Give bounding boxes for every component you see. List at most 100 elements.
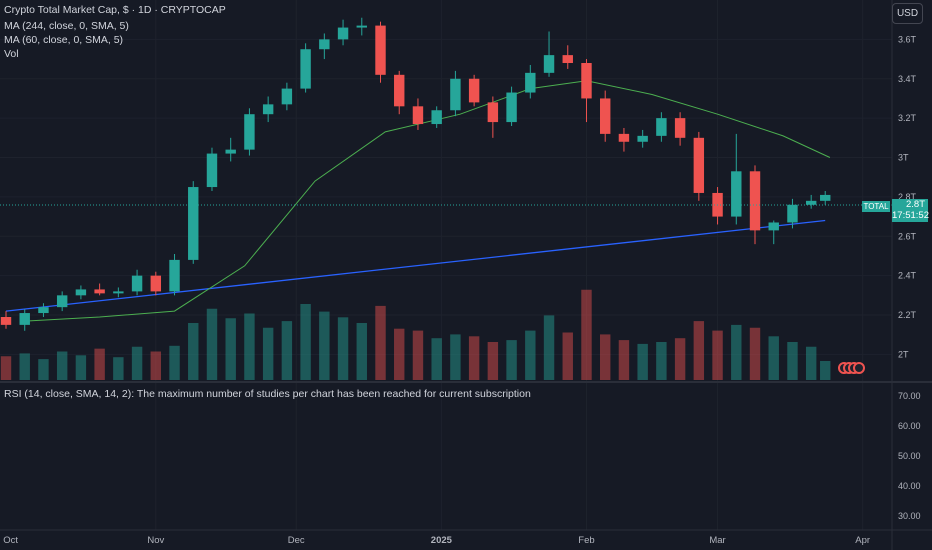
volume-bar	[394, 328, 405, 380]
bar-countdown: 17:51:52	[892, 210, 929, 221]
volume-bars	[0, 289, 831, 380]
candle-body	[319, 39, 330, 50]
candle-body	[300, 49, 311, 89]
volume-bar	[637, 343, 648, 380]
candle-body	[525, 72, 536, 93]
time-tick-label: Dec	[288, 535, 305, 546]
volume-bar	[375, 305, 386, 380]
rsi-message: RSI (14, close, SMA, 14, 2): The maximum…	[4, 388, 531, 400]
candle-body	[356, 25, 367, 28]
volume-bar	[487, 342, 499, 380]
time-axis[interactable]: Oct Nov Dec 2025 Feb Mar Apr	[3, 535, 870, 546]
candle-body	[19, 313, 30, 325]
volume-bar	[319, 311, 330, 380]
volume-bar	[0, 356, 12, 380]
candle-body	[506, 92, 517, 123]
time-tick-label: Mar	[709, 535, 725, 546]
price-tick-label: 3.6T	[898, 34, 917, 44]
candle-body	[431, 110, 442, 125]
candle-body	[38, 307, 49, 314]
symbol-tag: TOTAL	[862, 201, 890, 212]
time-tick-label: Nov	[147, 535, 164, 546]
candle-body	[113, 291, 124, 294]
volume-bar	[225, 318, 236, 380]
candle-body	[94, 289, 105, 294]
last-price-value: 2.8T	[905, 199, 925, 210]
volume-bar	[468, 336, 480, 380]
time-tick-label: Oct	[3, 535, 18, 546]
candle-body	[656, 118, 667, 136]
volume-bar	[431, 338, 442, 380]
rsi-tick-label: 40.00	[898, 481, 921, 491]
volume-bar	[525, 330, 536, 380]
currency-button[interactable]: USD	[892, 3, 923, 24]
candle-body	[618, 133, 630, 142]
volume-bar	[656, 342, 667, 380]
price-tick-label: 2.2T	[898, 310, 917, 320]
volume-bar	[337, 317, 349, 380]
time-tick-label: Feb	[578, 535, 594, 546]
candle-body	[262, 104, 274, 115]
study-vol-legend[interactable]: Vol	[4, 48, 19, 60]
candle-body	[150, 275, 162, 292]
volume-bar	[412, 330, 424, 380]
volume-bar	[262, 327, 274, 380]
volume-bar	[618, 340, 630, 380]
volume-bar	[820, 361, 831, 380]
candle-body	[244, 114, 255, 150]
time-tick-label: 2025	[431, 535, 453, 546]
volume-bar	[693, 321, 705, 380]
price-axis[interactable]: 3.6T 3.4T 3.2T 3T 2.8T 2.6T 2.4T 2.2T 2T	[898, 34, 917, 359]
volume-bar	[38, 359, 49, 380]
volume-bar	[562, 332, 573, 380]
candlestick-series	[0, 17, 831, 331]
candle-body	[131, 275, 143, 292]
event-marker-icon[interactable]	[853, 362, 865, 374]
volume-bar	[543, 315, 555, 380]
candle-body	[820, 194, 831, 201]
candle-body	[412, 106, 424, 125]
volume-bar	[206, 308, 218, 380]
volume-bar	[506, 340, 517, 380]
rsi-axis[interactable]: 70.00 60.00 50.00 40.00 30.00	[898, 391, 921, 521]
price-tick-label: 2T	[898, 349, 909, 359]
volume-bar	[731, 324, 742, 380]
rsi-tick-label: 30.00	[898, 511, 921, 521]
study-ma60-legend[interactable]: MA (60, close, 0, SMA, 5)	[4, 34, 124, 46]
candle-body	[394, 74, 405, 107]
candle-body	[731, 171, 742, 217]
candle-body	[375, 25, 386, 75]
candle-body	[0, 316, 12, 325]
candle-body	[468, 78, 480, 103]
volume-bar	[787, 342, 798, 380]
rsi-tick-label: 60.00	[898, 421, 921, 431]
price-tick-label: 2.6T	[898, 231, 917, 241]
volume-bar	[244, 313, 255, 380]
price-tick-label: 3.4T	[898, 74, 917, 84]
volume-bar	[712, 330, 723, 380]
volume-bar	[150, 351, 162, 380]
candle-body	[337, 27, 349, 40]
price-tick-label: 3T	[898, 153, 909, 163]
volume-bar	[674, 338, 686, 380]
candle-body	[56, 295, 68, 308]
volume-bar	[94, 348, 105, 380]
volume-bar	[600, 334, 611, 380]
candle-body	[543, 55, 555, 73]
volume-bar	[749, 327, 761, 380]
candle-body	[674, 118, 686, 138]
volume-bar	[188, 323, 199, 380]
price-tick-label: 2.4T	[898, 271, 917, 281]
volume-bar	[131, 346, 143, 380]
candle-body	[188, 187, 199, 260]
candle-body	[693, 137, 705, 193]
candle-body	[75, 289, 87, 296]
candle-body	[600, 98, 611, 134]
ma60-line	[29, 80, 831, 322]
chart-grid	[0, 0, 892, 530]
study-ma244-legend[interactable]: MA (244, close, 0, SMA, 5)	[4, 20, 129, 32]
price-tick-label: 2.8T	[898, 192, 917, 202]
volume-bar	[75, 355, 87, 380]
volume-bar	[450, 334, 461, 380]
